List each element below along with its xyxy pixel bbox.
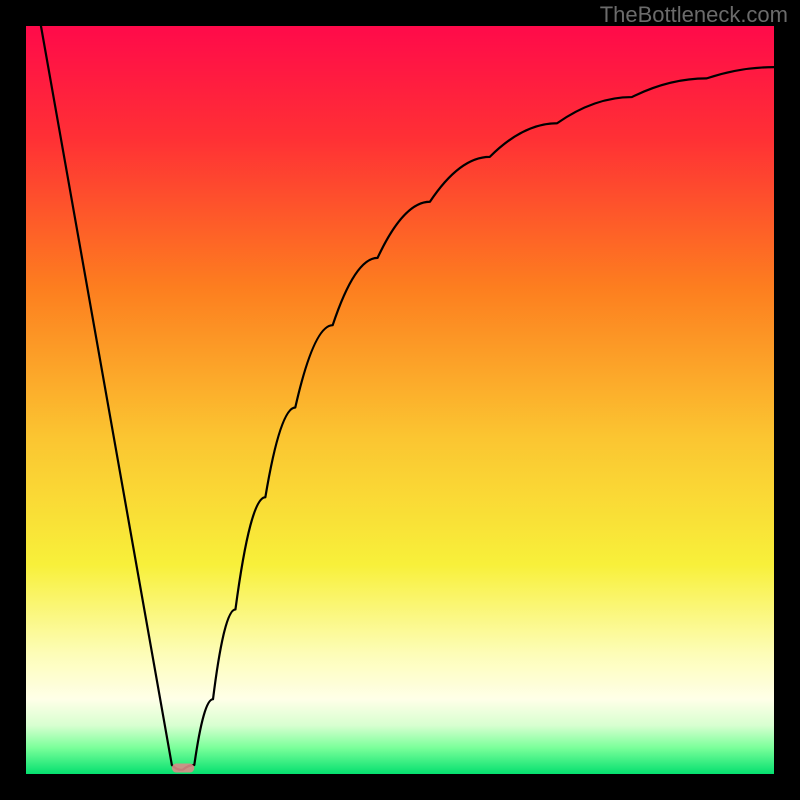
chart-container: { "figure": { "type": "line", "width": 8… (0, 0, 800, 800)
watermark-text: TheBottleneck.com (600, 2, 788, 28)
bottleneck-chart (0, 0, 800, 800)
valley-marker (172, 764, 194, 773)
plot-background (26, 26, 774, 774)
